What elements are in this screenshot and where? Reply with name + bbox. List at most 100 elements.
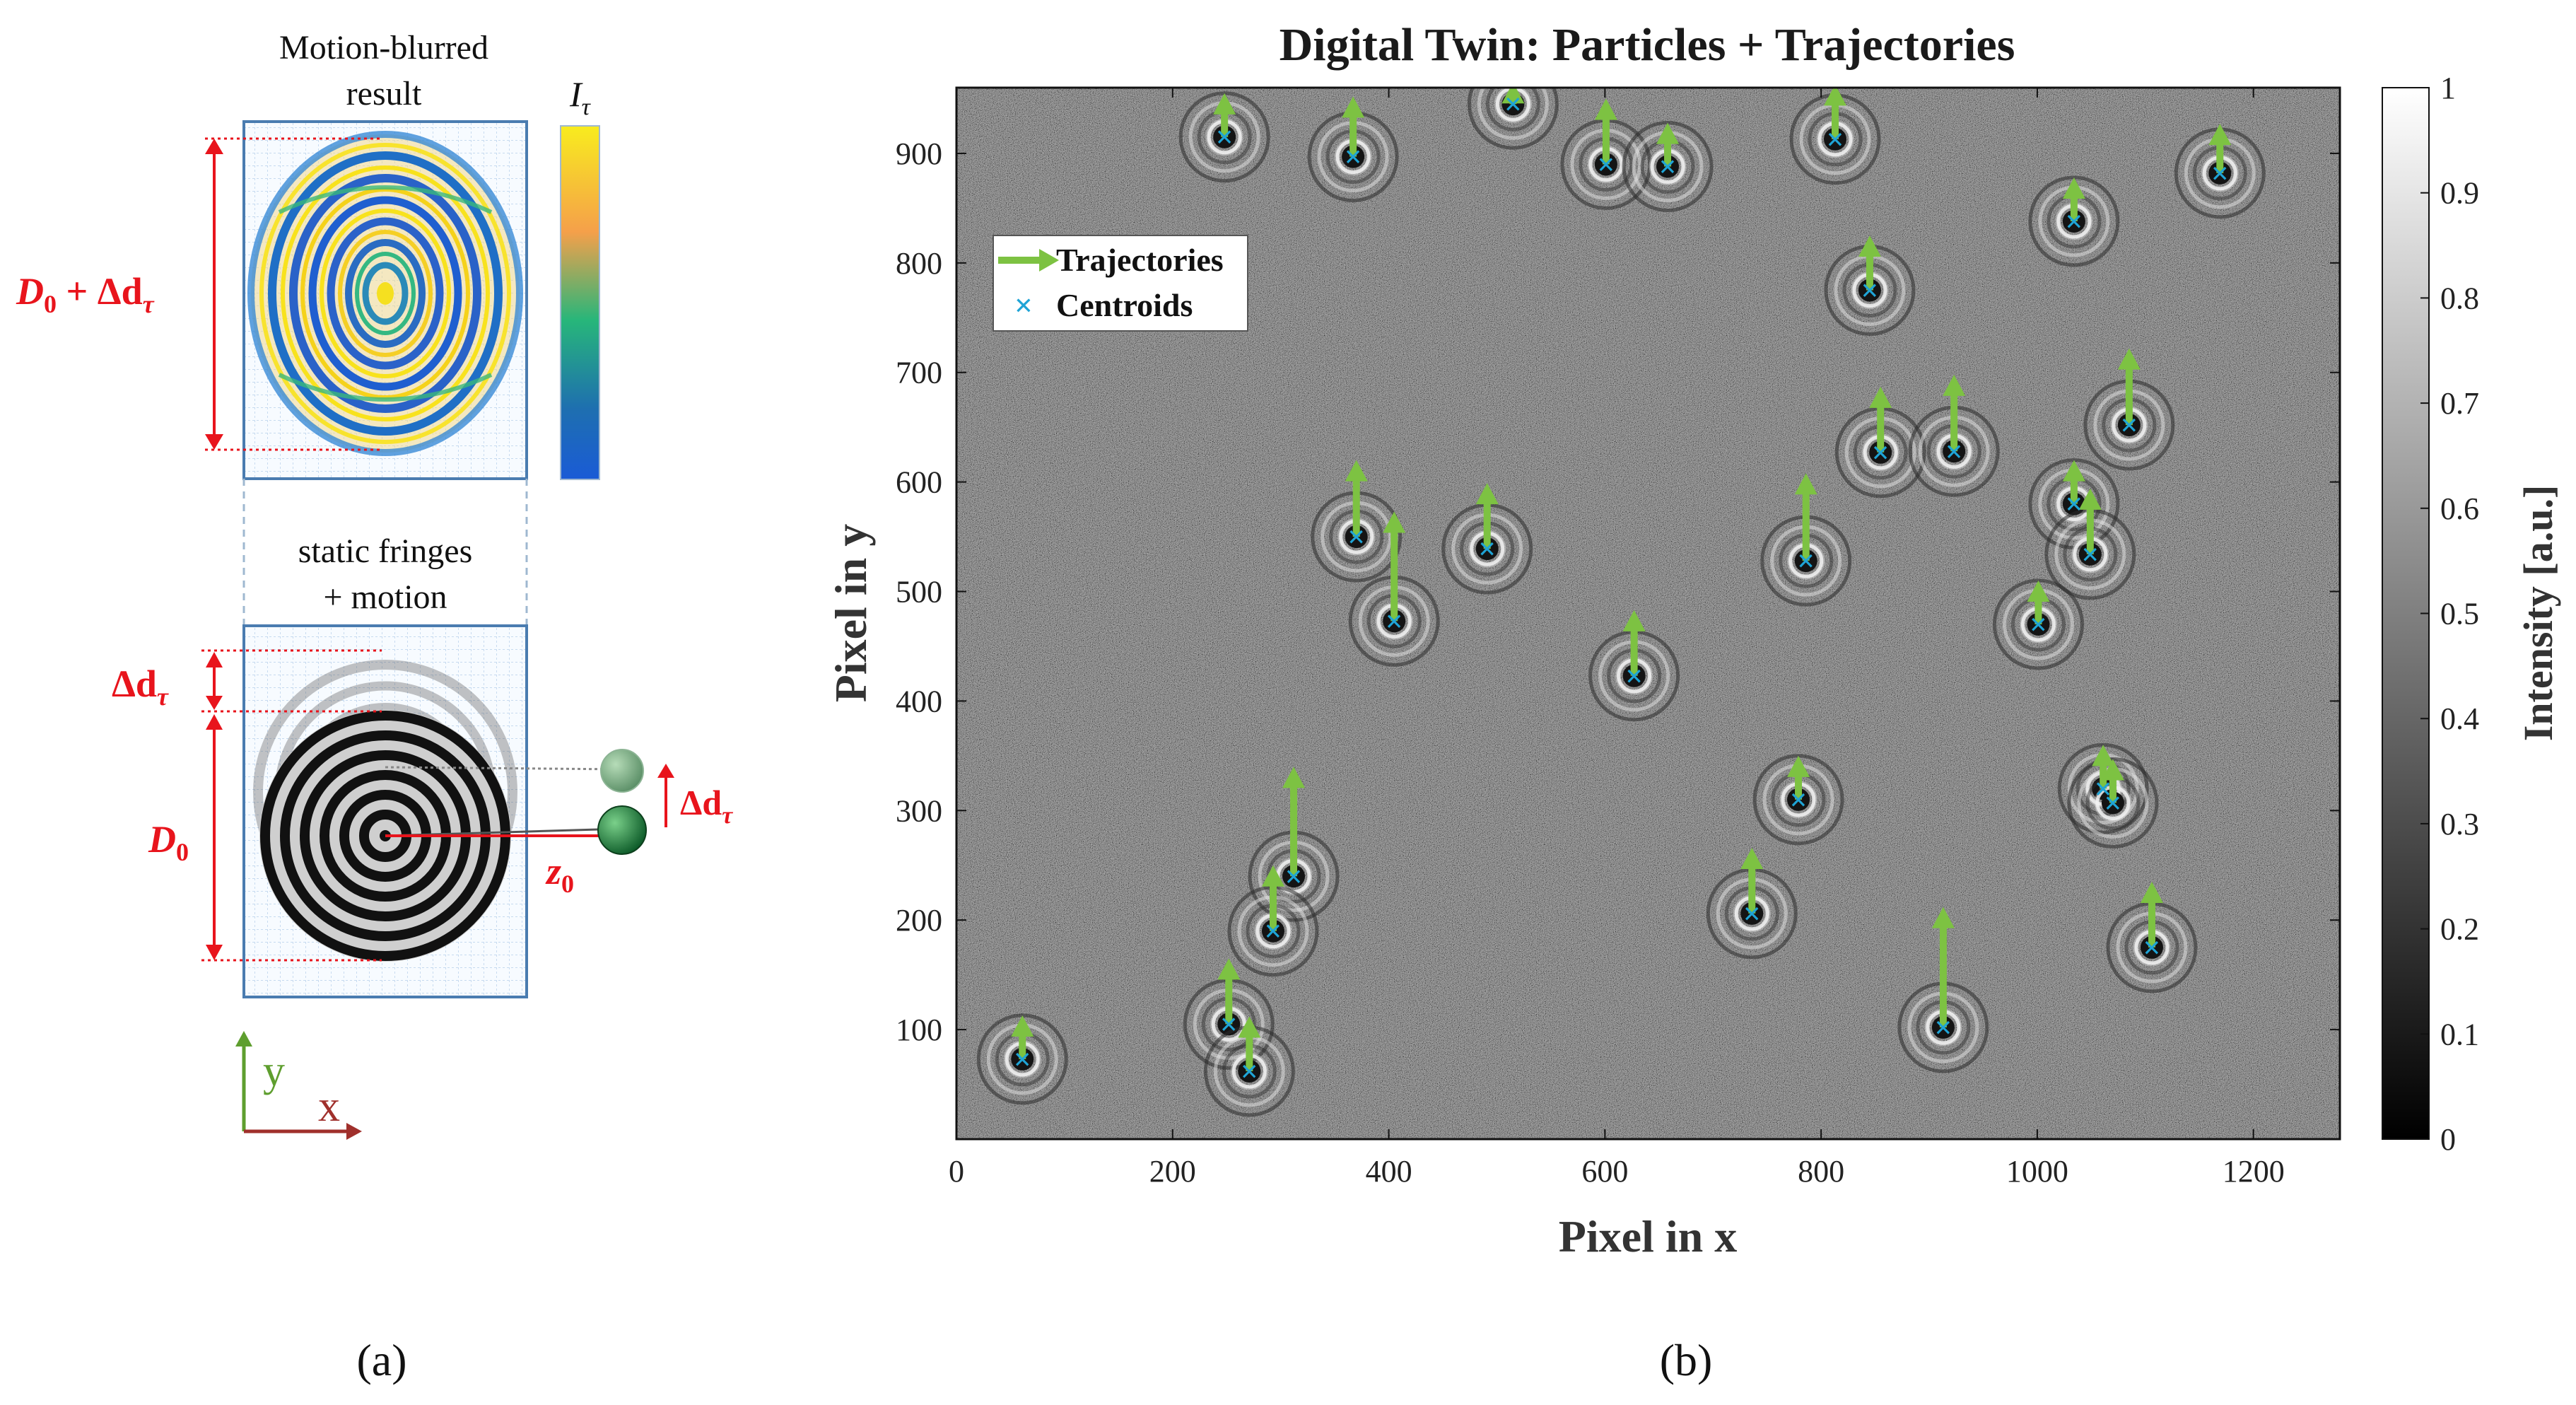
centroid-marker: ×	[2211, 156, 2229, 191]
trajectory-arrowhead	[2078, 488, 2102, 510]
y-tick-label: 100	[896, 1013, 942, 1047]
centroid-marker: ×	[2143, 931, 2160, 965]
y-tick-label: 300	[896, 793, 942, 828]
top-title-line1: Motion-blurred	[279, 29, 488, 66]
trajectory-arrowhead	[2027, 581, 2050, 602]
trajectories-layer	[1011, 88, 2232, 1071]
viridis-colorbar	[560, 125, 600, 480]
trajectory-arrowhead	[2062, 460, 2085, 482]
centroid-marker: ×	[1347, 520, 1365, 554]
x-tick-label: 1200	[2223, 1154, 2285, 1189]
y-axis-label: Pixel in y	[826, 524, 876, 702]
x-tick-label: 800	[1798, 1154, 1844, 1189]
trajectory-arrowhead	[1383, 511, 1406, 533]
particle-ring	[976, 1013, 1068, 1105]
y-tick-label: 600	[896, 465, 942, 500]
trajectory-arrowhead	[1594, 98, 1617, 120]
centroid-marker: ×	[2065, 204, 2083, 239]
particle-rings	[1908, 405, 2000, 497]
trajectory-arrowhead	[1869, 386, 1892, 408]
particle-ring	[1622, 121, 1714, 213]
colorbar-tick-label: 0.8	[2440, 281, 2479, 315]
motion-label: Δdτ	[680, 783, 733, 829]
centroid-marker: ×	[1934, 1010, 1952, 1045]
legend-centroid-symbol: ×	[1014, 287, 1033, 323]
bottom-title-line2: + motion	[323, 578, 447, 616]
legend-trajectories: Trajectories	[1056, 242, 1224, 278]
trajectory-arrowhead	[1217, 958, 1241, 980]
centroid-marker: ×	[1284, 859, 1302, 894]
trajectory-arrowhead	[2101, 759, 2124, 781]
colorbar-tick-label: 0.6	[2440, 491, 2479, 526]
trajectory-arrowhead	[1238, 1016, 1261, 1038]
particle-ring	[1467, 88, 1559, 150]
particle-shifted	[600, 749, 644, 793]
centroid-marker: ×	[1797, 544, 1815, 578]
colorbar-tick-label: 1	[2440, 71, 2456, 105]
particle-ring	[2057, 742, 2149, 834]
trajectory-arrowhead	[1342, 96, 1365, 118]
colorbar-tick-label: 0.9	[2440, 176, 2479, 211]
x-axis-label: Pixel in x	[1559, 1211, 1737, 1261]
dim-delta-label: Δdτ	[112, 663, 169, 711]
colorbar-tick-label: 0	[2440, 1122, 2456, 1157]
trajectory-arrowhead	[1345, 460, 1368, 482]
particle-ring	[1752, 754, 1844, 846]
centroid-marker: ×	[1386, 604, 1403, 639]
centroid-marker: ×	[1658, 150, 1676, 185]
z0-label: z0	[545, 850, 574, 898]
x-tick-label: 0	[949, 1154, 964, 1189]
centroid-marker: ×	[1220, 1007, 1238, 1042]
motion-blurred-fringes	[247, 131, 523, 456]
colorbar-tick-label: 0.5	[2440, 597, 2479, 631]
centroid-marker: ×	[1743, 897, 1761, 931]
trajectory-arrowhead	[1011, 1015, 1034, 1037]
colorbar-tick-label: 0.1	[2440, 1017, 2479, 1051]
colorbar-tick-label: 0.4	[2440, 701, 2479, 736]
centroid-marker: ×	[1216, 120, 1234, 155]
y-tick-label: 400	[896, 684, 942, 718]
y-tick-label: 900	[896, 136, 942, 171]
centroid-marker: ×	[1872, 436, 1890, 470]
panel-a: Motion-blurred result	[16, 29, 733, 1385]
centroid-marker: ×	[2120, 408, 2138, 443]
dim-top-label: D0 + Δdτ	[16, 270, 155, 318]
panel-b: Digital Twin: Particles + Trajectories ×…	[826, 19, 2561, 1385]
centroid-marker: ×	[2065, 487, 2083, 522]
trajectory-arrowhead	[1475, 483, 1499, 505]
centroid-marker: ×	[1504, 87, 1522, 122]
y-tick-label: 800	[896, 246, 942, 281]
y-tick-label: 200	[896, 903, 942, 938]
caption-a: (a)	[356, 1335, 406, 1385]
trajectory-arrowhead	[1824, 88, 1846, 106]
centroid-marker: ×	[2104, 786, 2121, 820]
legend-centroids: Centroids	[1056, 287, 1193, 323]
x-tick-label: 400	[1366, 1154, 1412, 1189]
centroid-marker: ×	[1264, 914, 1282, 949]
trajectory-arrowhead	[1858, 235, 1881, 257]
colorbar-label-a: Iτ	[569, 74, 592, 120]
bottom-title-line1: static fringes	[298, 532, 473, 570]
particle-ring	[1992, 578, 2084, 670]
particle-ring	[2067, 757, 2159, 849]
centroid-marker: ×	[1345, 140, 1362, 175]
particle-ring	[1485, 88, 1540, 132]
particle	[597, 805, 647, 855]
centroids-layer: ×××× ×××××× ××× × ××××××× ××××××××××	[1014, 87, 2229, 1089]
colorbar-tick-label: 0.3	[2440, 807, 2479, 841]
particle-ring	[2028, 175, 2120, 267]
colorbar-ticks: 0 0.1 0.2 0.3 0.4 0.5 0.6 0.7 0.8 0.9 1	[2420, 71, 2479, 1157]
caption-b: (b)	[1660, 1335, 1713, 1385]
trajectory-arrowhead	[2208, 124, 2232, 146]
centroid-marker: ×	[1826, 122, 1844, 157]
x-axis: 0 200 400 600 800 1000 1200	[949, 88, 2285, 1189]
centroid-marker: ×	[1625, 659, 1643, 694]
y-tick-label: 500	[896, 575, 942, 610]
trajectory-arrowhead	[1656, 122, 1680, 144]
x-tick-label: 200	[1149, 1154, 1196, 1189]
colorbar-tick-label: 0.7	[2440, 386, 2479, 421]
trajectory-arrowhead	[1622, 610, 1646, 631]
centroid-marker: ×	[1789, 783, 1807, 817]
trajectory-arrowhead	[2092, 745, 2115, 766]
